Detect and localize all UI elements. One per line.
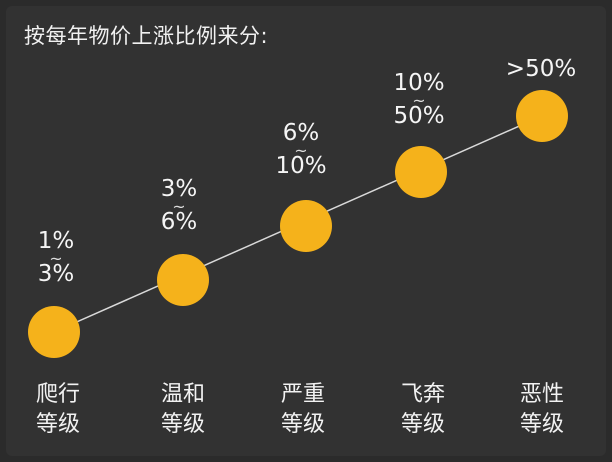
level-name-line2: 等级 xyxy=(519,412,564,437)
level-name-line1: 严重 xyxy=(280,382,325,407)
level-dot-serious xyxy=(280,200,332,252)
range-single: >50% xyxy=(505,56,577,82)
range-high: 10% xyxy=(275,153,327,179)
range-high: 6% xyxy=(160,209,198,235)
level-name-line1: 爬行 xyxy=(35,382,80,407)
level-name-moderate: 温和 等级 xyxy=(128,380,238,440)
range-low: 3% xyxy=(160,176,198,202)
range-tilde: ~ xyxy=(49,249,63,268)
level-name-line1: 飞奔 xyxy=(400,382,445,407)
level-dot-crawling xyxy=(28,306,80,358)
level-dot-hyper xyxy=(516,90,568,142)
range-label-serious: 6% ~ 10% xyxy=(246,122,356,179)
level-name-line2: 等级 xyxy=(280,412,325,437)
level-name-galloping: 飞奔 等级 xyxy=(368,380,478,440)
range-high: 50% xyxy=(393,103,445,129)
level-name-line2: 等级 xyxy=(160,412,205,437)
inflation-level-diagram xyxy=(28,90,568,358)
range-tilde: ~ xyxy=(294,141,308,160)
inflation-levels-panel: 按每年物价上涨比例来分: 1% ~ 3% 3% ~ 6% 6% ~ 10% 10… xyxy=(6,6,606,456)
level-name-hyper: 恶性 等级 xyxy=(487,380,597,440)
range-label-hyper: >50% xyxy=(486,58,596,82)
level-name-crawling: 爬行 等级 xyxy=(6,380,113,440)
level-name-line1: 温和 xyxy=(160,382,205,407)
level-dot-moderate xyxy=(157,254,209,306)
range-high: 3% xyxy=(37,261,75,287)
range-low: 10% xyxy=(393,70,445,96)
range-label-crawling: 1% ~ 3% xyxy=(6,230,111,287)
range-tilde: ~ xyxy=(412,91,426,110)
level-name-line1: 恶性 xyxy=(519,382,564,407)
range-tilde: ~ xyxy=(172,197,186,216)
level-name-line2: 等级 xyxy=(400,412,445,437)
range-label-galloping: 10% ~ 50% xyxy=(364,72,474,129)
range-low: 6% xyxy=(282,120,320,146)
level-dot-galloping xyxy=(395,146,447,198)
range-label-moderate: 3% ~ 6% xyxy=(124,178,234,235)
page-title: 按每年物价上涨比例来分: xyxy=(24,24,269,48)
level-name-serious: 严重 等级 xyxy=(248,380,358,440)
range-low: 1% xyxy=(37,228,75,254)
level-name-line2: 等级 xyxy=(35,412,80,437)
